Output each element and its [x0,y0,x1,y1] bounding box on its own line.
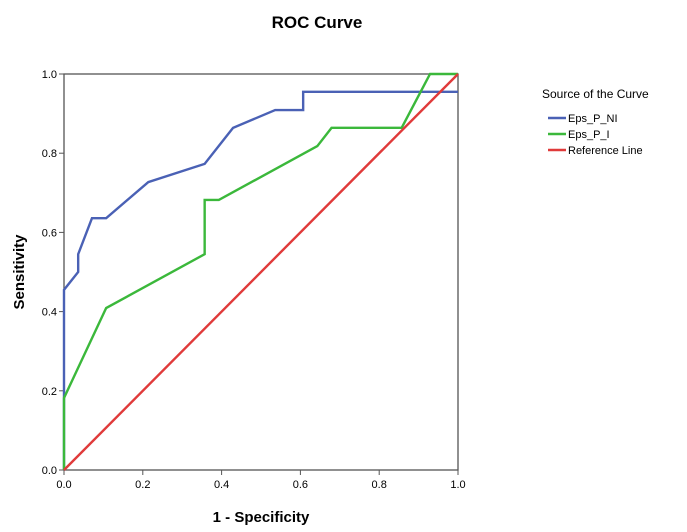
x-axis-ticks: 0.0 0.2 0.4 0.6 0.8 1.0 [56,470,466,491]
y-tick-label: 0.8 [42,148,57,160]
y-tick-label: 1.0 [42,69,57,81]
legend-label-reference-line: Reference Line [568,145,643,157]
legend-items: Eps_P_NI Eps_P_I Reference Line [548,113,643,157]
series-line-reference-line [63,73,459,471]
y-axis-ticks: 0.0 0.2 0.4 0.6 0.8 1.0 [42,69,64,477]
x-tick-label: 0.8 [372,479,387,491]
legend-label-eps-p-ni: Eps_P_NI [568,113,618,125]
y-tick-label: 0.2 [42,386,57,398]
x-tick-label: 0.2 [135,479,150,491]
x-tick-label: 1.0 [450,479,465,491]
legend-title: Source of the Curve [542,87,649,101]
plot-area: 0.0 0.2 0.4 0.6 0.8 1.0 0.0 0.2 0.4 0.6 0.8 1.0 [42,69,466,491]
chart-title: ROC Curve [272,13,363,32]
plot-frame [63,73,459,471]
x-tick-label: 0.6 [293,479,308,491]
legend: Source of the Curve Eps_P_NI Eps_P_I Refer… [542,87,649,157]
x-tick-label: 0.4 [214,479,229,491]
y-tick-label: 0.6 [42,227,57,239]
y-tick-label: 0.0 [42,465,57,477]
series-line-eps-p-i [62,72,458,470]
legend-label-eps-p-i: Eps_P_I [568,129,610,141]
series-layer [62,72,459,471]
x-axis-title: 1 - Specificity [213,509,310,526]
y-axis-title: Sensitivity [11,234,28,310]
x-tick-label: 0.0 [56,479,71,491]
series-line-eps-p-ni [62,90,458,470]
y-tick-label: 0.4 [42,307,57,319]
